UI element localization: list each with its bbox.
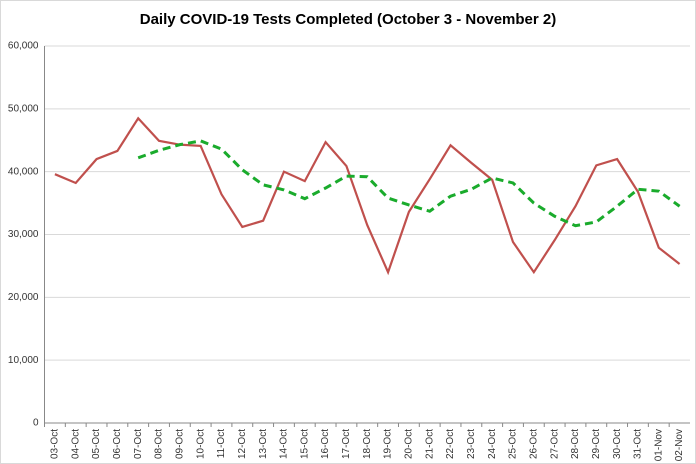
series-line [54, 116, 681, 276]
series-line [137, 139, 681, 228]
x-tick-label: 10-Oct [195, 429, 206, 459]
y-tick-label: 30,000 [8, 229, 39, 240]
x-tick-label: 01-Nov [653, 429, 664, 461]
x-tick-label: 07-Oct [133, 429, 144, 459]
x-tick-label: 05-Oct [91, 429, 102, 459]
x-tick-label: 04-Oct [70, 429, 81, 459]
x-tick-label: 06-Oct [112, 429, 123, 459]
x-tick-label: 27-Oct [549, 429, 560, 459]
x-tick-label: 17-Oct [341, 429, 352, 459]
y-tick-label: 50,000 [8, 103, 39, 114]
x-tick-label: 02-Nov [674, 429, 685, 461]
x-tick-label: 11-Oct [216, 429, 227, 458]
x-tick-label: 31-Oct [633, 429, 644, 459]
x-tick-label: 28-Oct [570, 429, 581, 459]
x-tick-label: 22-Oct [445, 429, 456, 459]
y-tick-label: 10,000 [8, 355, 39, 366]
chart-title: Daily COVID-19 Tests Completed (October … [140, 11, 557, 28]
x-tick-label: 24-Oct [487, 429, 498, 459]
x-tick-label: 23-Oct [466, 429, 477, 459]
x-tick-label: 25-Oct [508, 429, 519, 459]
x-tick-label: 12-Oct [237, 429, 248, 459]
x-tick-label: 08-Oct [154, 429, 165, 459]
x-tick-label: 16-Oct [320, 429, 331, 459]
y-tick-label: 0 [33, 418, 39, 429]
x-tick-label: 29-Oct [591, 429, 602, 459]
y-tick-label: 40,000 [8, 166, 39, 177]
x-tick-label: 19-Oct [383, 429, 394, 459]
x-tick-label: 30-Oct [612, 429, 623, 459]
x-tick-label: 18-Oct [362, 429, 373, 459]
x-tick-label: 21-Oct [424, 429, 435, 459]
y-tick-label: 60,000 [8, 41, 39, 52]
y-tick-label: 20,000 [8, 292, 39, 303]
x-tick-label: 15-Oct [299, 429, 310, 459]
x-tick-label: 13-Oct [258, 429, 269, 459]
x-tick-label: 20-Oct [404, 429, 415, 459]
x-tick-label: 26-Oct [528, 429, 539, 459]
x-tick-label: 14-Oct [279, 429, 290, 459]
x-tick-label: 03-Oct [50, 429, 61, 459]
x-tick-label: 09-Oct [174, 429, 185, 459]
